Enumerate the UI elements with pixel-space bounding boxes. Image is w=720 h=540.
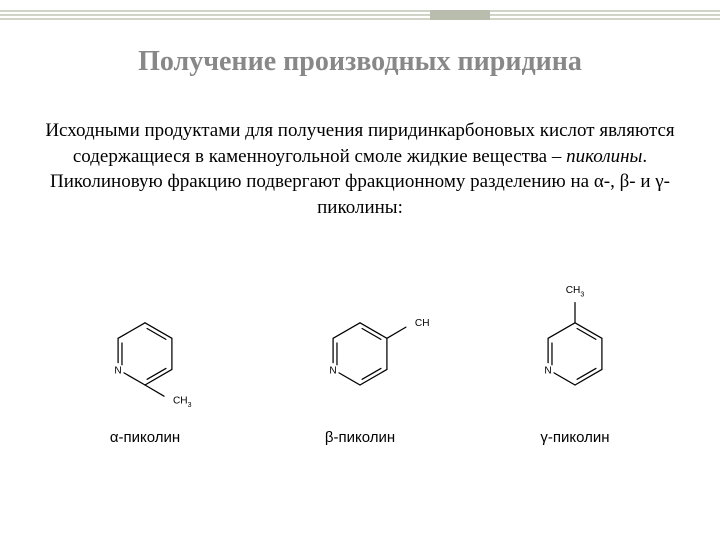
molecule-structure-icon: N CH3	[290, 285, 430, 415]
rule-line	[0, 14, 720, 16]
rule-line	[0, 10, 720, 12]
molecule-beta: N CH3 β-пиколин	[290, 285, 430, 446]
molecule-structure-icon: N CH3	[75, 285, 215, 415]
molecule-label: α-пиколин	[110, 429, 180, 446]
atom-label-n: N	[114, 365, 121, 376]
body-paragraph: Исходными продуктами для получения пирид…	[40, 118, 680, 221]
molecule-alpha: N CH3 α-пиколин	[75, 285, 215, 446]
atom-label-ch3: CH3	[415, 318, 430, 331]
molecule-label: β-пиколин	[325, 429, 395, 446]
atom-label-ch3: CH3	[566, 285, 585, 298]
molecule-structure-icon: N CH3	[505, 285, 645, 415]
atom-label-n: N	[329, 365, 336, 376]
atom-label-n: N	[544, 365, 551, 376]
paragraph-italic: пиколины	[566, 146, 642, 167]
slide-title: Получение производных пиридина	[0, 46, 720, 78]
top-rule	[0, 10, 720, 24]
structures-row: N CH3 α-пиколин N CH3 β-пиколин N CH3 γ-пиколин	[0, 285, 720, 446]
molecule-label: γ-пиколин	[540, 429, 609, 446]
slide: Получение производных пиридина Исходными…	[0, 0, 720, 540]
rule-segment	[430, 10, 490, 20]
molecule-gamma: N CH3 γ-пиколин	[505, 285, 645, 446]
atom-label-ch3: CH3	[173, 396, 192, 409]
rule-line	[0, 18, 720, 20]
